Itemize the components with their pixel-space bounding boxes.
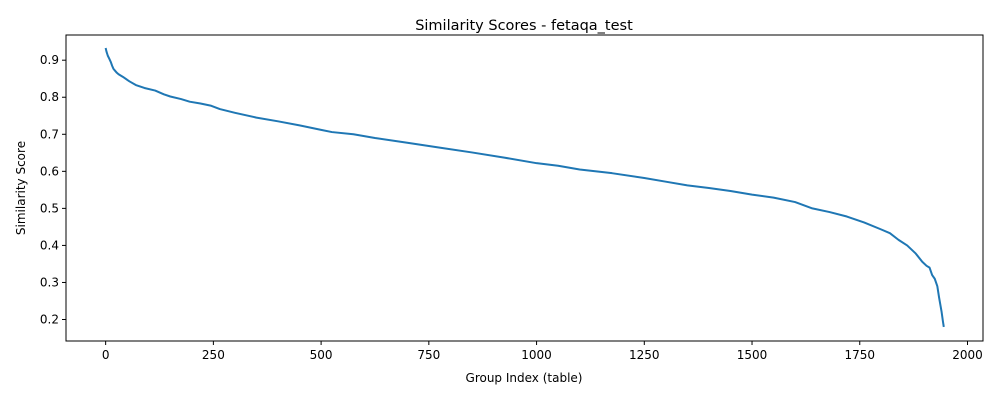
y-tick-label: 0.4: [40, 238, 59, 252]
y-axis-label: Similarity Score: [14, 141, 28, 235]
x-axis-ticks: 0 250 500 750 1000 1250 1500 1750 2000: [102, 341, 983, 362]
x-tick-label: 1250: [629, 348, 660, 362]
y-axis-ticks: 0.2 0.3 0.4 0.5 0.6 0.7 0.8 0.9: [40, 53, 66, 327]
x-tick-label: 0: [102, 348, 110, 362]
y-tick-label: 0.6: [40, 164, 59, 178]
series-layer: [104, 47, 945, 328]
x-tick-label: 750: [417, 348, 440, 362]
x-tick-label: 1000: [521, 348, 552, 362]
plot-frame: [65, 34, 984, 342]
y-tick-label: 0.5: [40, 201, 59, 215]
chart-title: Similarity Scores - fetaqa_test: [415, 18, 633, 34]
x-axis-label: Group Index (table): [466, 371, 583, 385]
x-tick-label: 1500: [737, 348, 768, 362]
similarity-score-line: [104, 47, 945, 328]
y-tick-label: 0.7: [40, 127, 59, 141]
y-tick-label: 0.9: [40, 53, 59, 67]
x-tick-label: 500: [310, 348, 333, 362]
x-tick-label: 250: [202, 348, 225, 362]
y-tick-label: 0.3: [40, 275, 59, 289]
x-tick-label: 2000: [952, 348, 983, 362]
x-tick-label: 1750: [844, 348, 875, 362]
y-tick-label: 0.2: [40, 313, 59, 327]
y-tick-label: 0.8: [40, 90, 59, 104]
